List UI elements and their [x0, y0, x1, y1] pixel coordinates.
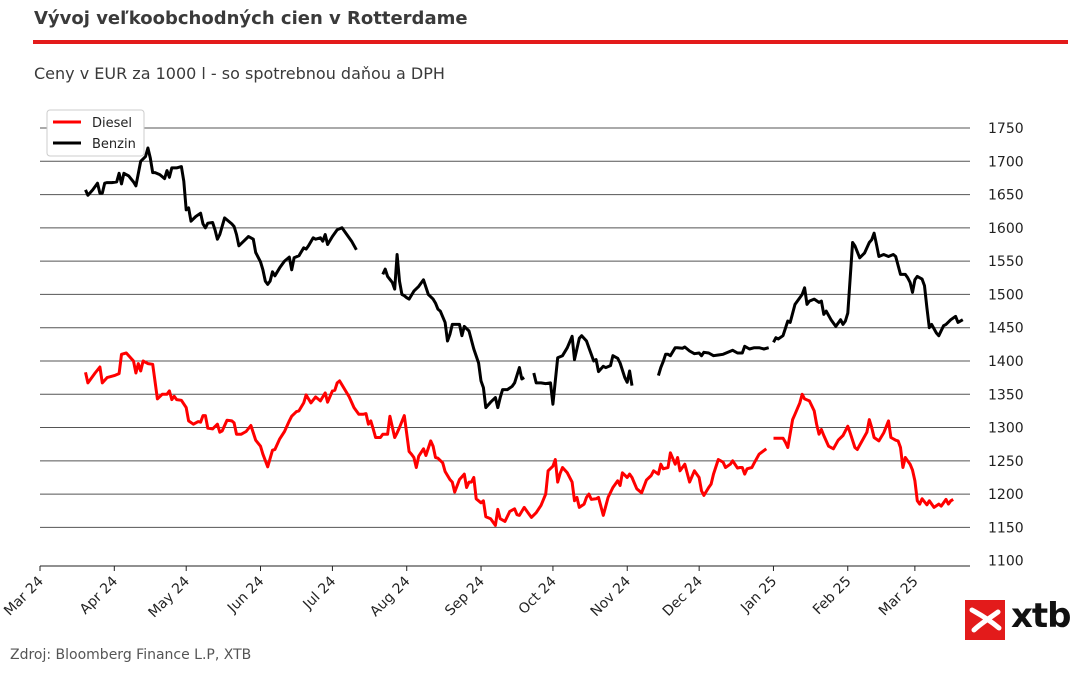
y-tick-label: 1400 — [988, 354, 1024, 370]
x-tick-label: Nov 24 — [588, 573, 634, 619]
x-tick-label: Apr 24 — [77, 573, 121, 617]
logo-text: xtb — [1011, 596, 1072, 636]
x-tick-label: Jan 25 — [737, 574, 780, 617]
y-tick-label: 1150 — [988, 520, 1024, 536]
y-tick-label: 1550 — [988, 254, 1024, 270]
x-tick-label: Jul 24 — [300, 573, 340, 613]
xtb-logo: xtb — [965, 596, 1072, 640]
chart-title: Vývoj veľkoobchodných cien v Rotterdame — [34, 8, 468, 29]
legend-label-diesel: Diesel — [92, 116, 132, 131]
series-line-benzin — [381, 253, 525, 410]
legend: Diesel Benzin — [46, 109, 145, 157]
series-line-diesel — [84, 351, 768, 527]
y-tick-label: 1300 — [988, 421, 1024, 437]
x-tick-label: Aug 24 — [367, 573, 413, 619]
y-tick-label: 1750 — [988, 121, 1024, 137]
series-lines — [84, 146, 964, 527]
series-line-benzin — [532, 334, 634, 406]
x-tick-label: Jun 24 — [224, 573, 267, 616]
chart-subtitle: Ceny v EUR za 1000 l - so spotrebnou daň… — [34, 64, 445, 83]
x-tick-label: Oct 24 — [516, 573, 560, 617]
series-line-benzin — [84, 146, 358, 286]
x-tick-label: Mar 24 — [1, 573, 47, 619]
x-tick-label: Dec 24 — [660, 573, 706, 619]
legend-label-benzin: Benzin — [92, 137, 136, 152]
source-note: Zdroj: Bloomberg Finance L.P, XTB — [10, 647, 252, 663]
grid-lines — [40, 127, 970, 528]
y-tick-label: 1600 — [988, 221, 1024, 237]
series-line-benzin — [772, 231, 964, 343]
series-line-benzin — [656, 344, 770, 377]
x-tick-label: Mar 25 — [876, 574, 922, 620]
x-tick-label: Sep 24 — [442, 573, 488, 619]
series-line-diesel — [773, 392, 954, 509]
x-tick-label: May 24 — [146, 573, 194, 621]
title-underline — [33, 40, 1068, 44]
y-tick-label: 1500 — [988, 287, 1024, 303]
y-tick-label: 1700 — [988, 154, 1024, 170]
y-tick-label: 1350 — [988, 387, 1024, 403]
y-tick-label: 1200 — [988, 487, 1024, 503]
x-tick-label: Feb 25 — [810, 574, 855, 619]
y-tick-label: 1250 — [988, 454, 1024, 470]
y-tick-label: 1450 — [988, 321, 1024, 337]
y-tick-label: 1100 — [988, 554, 1024, 570]
logo-mark-icon — [965, 600, 1005, 640]
y-tick-label: 1650 — [988, 188, 1024, 204]
